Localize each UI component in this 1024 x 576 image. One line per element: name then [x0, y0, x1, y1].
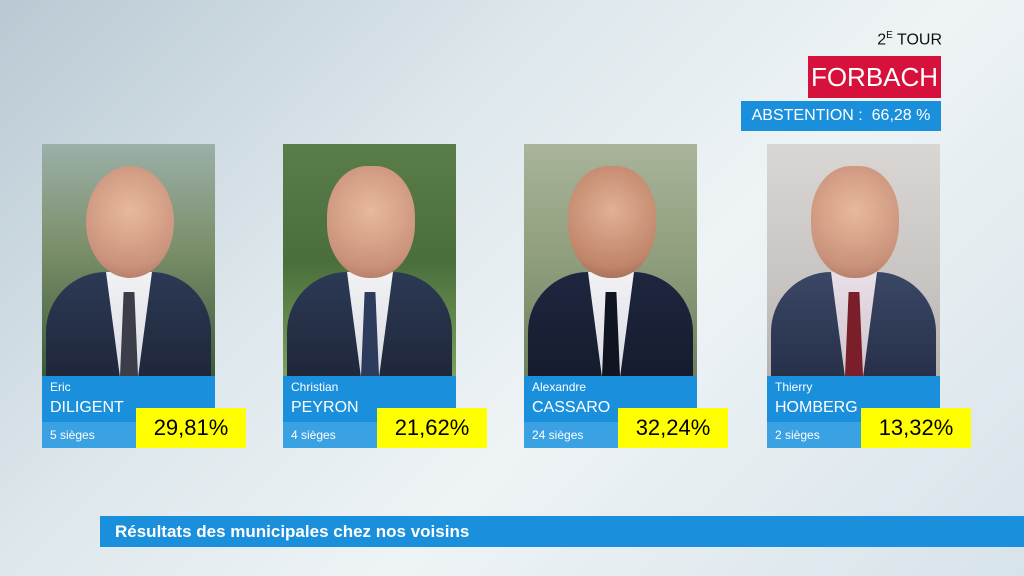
- round-label: 2E TOUR: [868, 30, 942, 49]
- candidate-percentage: 29,81%: [136, 408, 246, 448]
- candidate-seats: 24 sièges: [524, 422, 632, 448]
- round-text: TOUR: [892, 31, 942, 49]
- candidate-first-name: Eric: [50, 380, 71, 394]
- candidate-last-name: HOMBERG: [775, 399, 858, 416]
- candidate-first-name: Christian: [291, 380, 339, 394]
- candidate-percentage: 32,24%: [618, 408, 728, 448]
- candidate-card: Eric DILIGENT 5 sièges 29,81%: [42, 144, 246, 454]
- candidate-last-name: DILIGENT: [50, 399, 124, 416]
- abstention-badge: ABSTENTION : 66,28 %: [741, 101, 941, 131]
- candidate-first-name: Alexandre: [532, 380, 587, 394]
- candidate-card: Alexandre CASSARO 24 sièges 32,24%: [524, 144, 728, 454]
- candidate-photo: [283, 144, 456, 376]
- candidate-card: Christian PEYRON 4 sièges 21,62%: [283, 144, 487, 454]
- candidate-seats: 4 sièges: [283, 422, 391, 448]
- candidate-first-name: Thierry: [775, 380, 813, 394]
- footer-banner: Résultats des municipales chez nos voisi…: [100, 516, 1024, 547]
- candidate-photo: [767, 144, 940, 376]
- candidate-last-name: PEYRON: [291, 399, 359, 416]
- round-number: 2: [877, 31, 887, 49]
- candidate-percentage: 13,32%: [861, 408, 971, 448]
- round-suffix: E: [886, 30, 893, 41]
- candidate-seats: 5 sièges: [42, 422, 150, 448]
- candidate-percentage: 21,62%: [377, 408, 487, 448]
- candidate-photo: [42, 144, 215, 376]
- candidate-card: Thierry HOMBERG 2 sièges 13,32%: [767, 144, 971, 454]
- candidate-seats: 2 sièges: [767, 422, 875, 448]
- city-name: FORBACH: [808, 56, 941, 98]
- candidate-last-name: CASSARO: [532, 399, 611, 416]
- candidate-photo: [524, 144, 697, 376]
